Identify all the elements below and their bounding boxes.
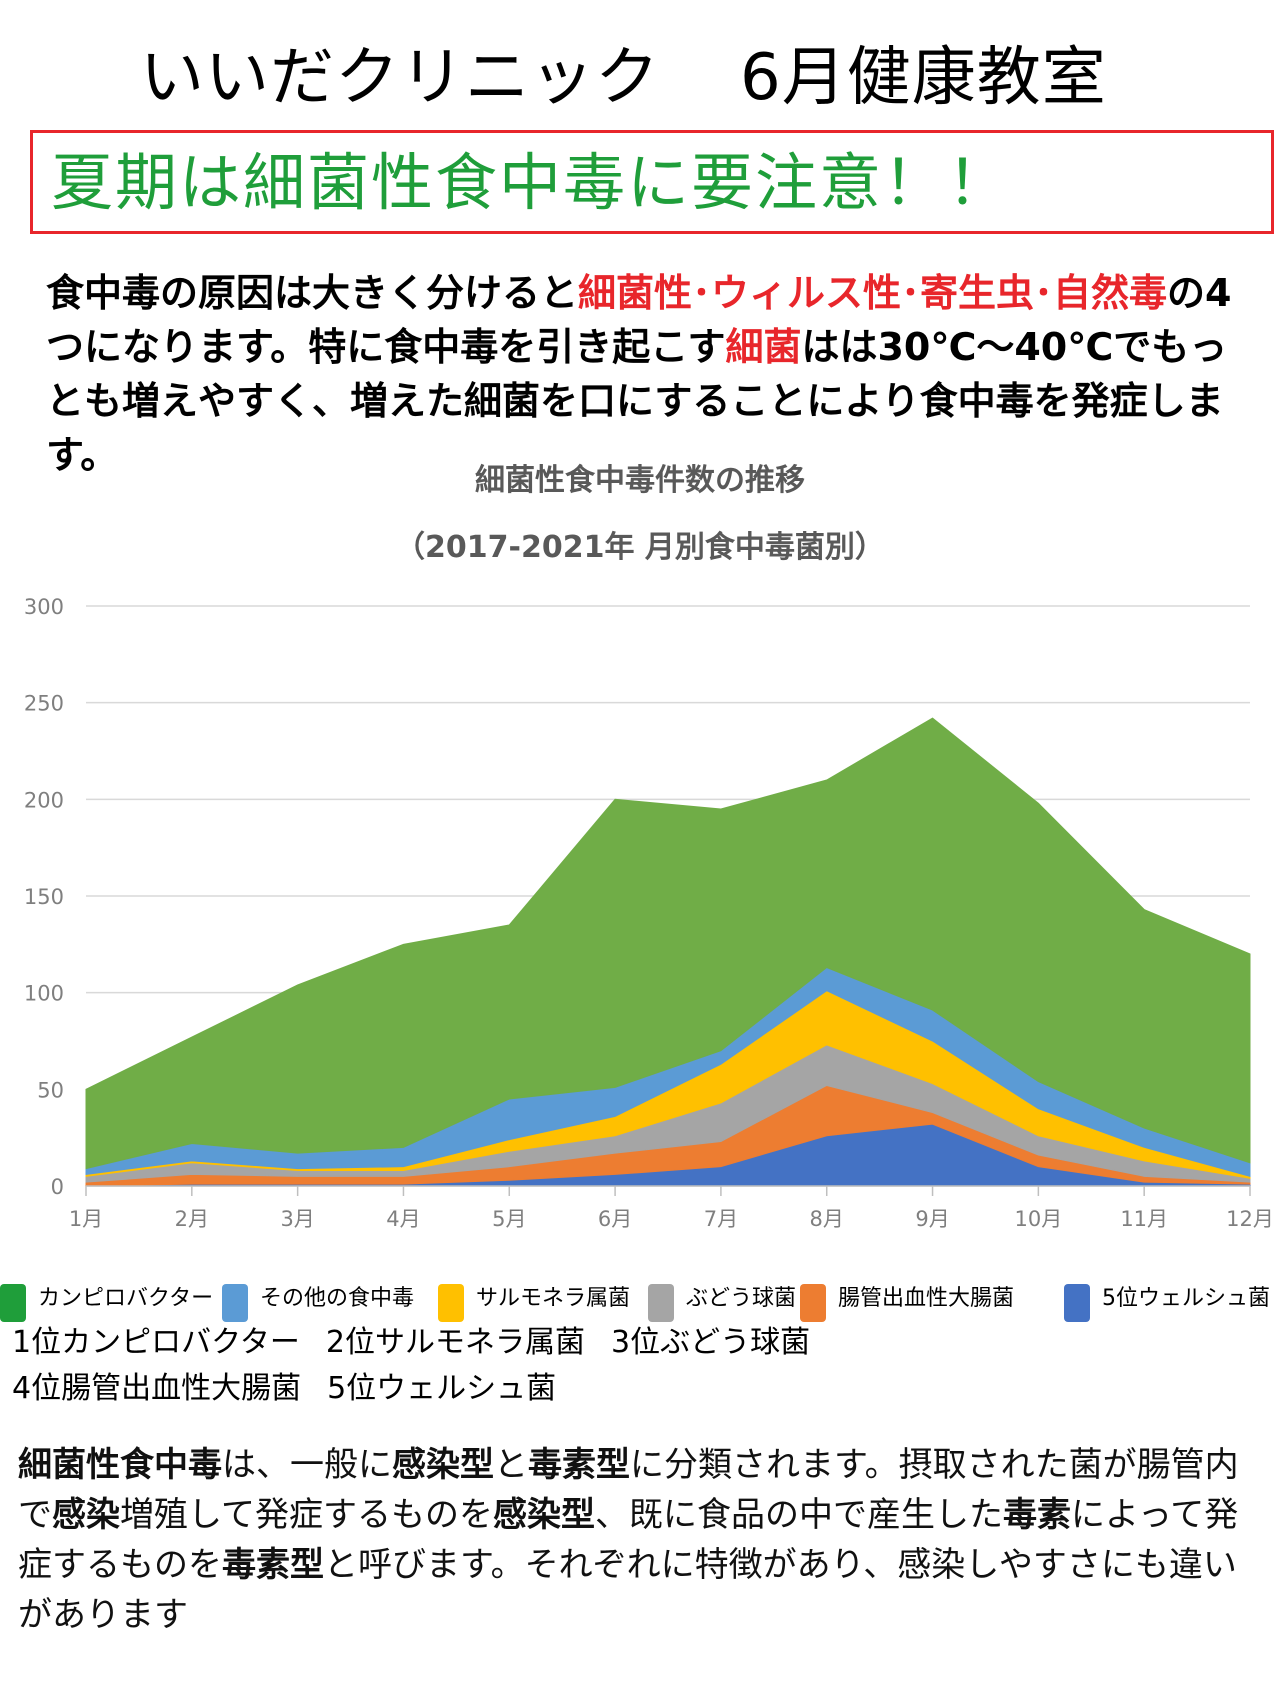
intro-paragraph: 食中毒の原因は大きく分けると細菌性･ウィルス性･寄生虫･自然毒の4つになります。… [46,266,1246,482]
intro-text-1: 食中毒の原因は大きく分けると [46,271,579,315]
header-title: いいだクリニック 6月健康教室 [140,38,1180,118]
legend-label: 腸管出血性大腸菌 [838,1286,1015,1311]
chart-legend: カンピロバクター その他の食中毒 サルモネラ属菌 ぶどう球菌 腸管出血性大腸菌 5位ウェル… [0,1278,1280,1324]
y-tick-label: 250 [24,692,64,716]
rank-4: 4位腸管出血性大腸菌 [12,1371,302,1406]
body-term-toxin-type: 毒素型 [222,1545,324,1585]
x-tick-label: 7月 [704,1207,738,1231]
body-text: と呼びます。それぞれに特徴があり、感染しやすさにも違いがあります [18,1545,1237,1635]
x-tick-label: 12月 [1226,1207,1274,1231]
explanation-paragraph: 細菌性食中毒は、一般に感染型と毒素型に分類されます。摂取された菌が腸管内で感染増… [18,1440,1268,1640]
body-term-toxin: 毒素 [1002,1495,1071,1535]
rank-5: 5位ウェルシュ菌 [327,1371,557,1406]
x-tick-label: 10月 [1014,1207,1062,1231]
x-tick-label: 6月 [598,1207,632,1231]
legend-swatch [0,1284,26,1322]
body-term-toxin-type: 毒素型 [528,1445,630,1485]
x-tick-label: 5月 [492,1207,526,1231]
ranking-list: 1位カンピロバクター 2位サルモネラ属菌 3位ぶどう球菌 4位腸管出血性大腸菌 5位ウ… [12,1320,836,1412]
x-tick-label: 9月 [915,1207,949,1231]
banner-text: 夏期は細菌性食中毒に要注意！！ [51,146,1012,219]
body-text: 、既に食品の中で産生した [594,1495,1003,1535]
y-tick-label: 300 [24,595,64,619]
intro-text-2: の4つになります。特に食中毒を引き起こす [46,271,1232,369]
rank-1: 1位カンピロバクター [12,1325,300,1360]
legend-swatch [438,1284,464,1322]
legend-swatch [800,1284,826,1322]
legend-label: その他の食中毒 [260,1286,415,1311]
chart-title: 細菌性食中毒件数の推移 [475,463,805,498]
ranking-row-2: 4位腸管出血性大腸菌 5位ウェルシュ菌 [12,1366,836,1412]
x-tick-label: 4月 [386,1207,420,1231]
area-chart: 0 50 100 150 200 250 300 1月 2月 3月 4月 5月 6月 7月 8月 9月 10月 1… [24,595,1274,1231]
legend-swatch [1064,1284,1090,1322]
intro-highlight-causes: 細菌性･ウィルス性･寄生虫･自然毒 [578,271,1168,315]
legend-swatch [648,1284,674,1322]
intro-text-3: はは30℃～40℃でもっとも増えやすく、増えた細菌を口にすることにより食中毒を発… [46,325,1228,477]
ranking-row-1: 1位カンピロバクター 2位サルモネラ属菌 3位ぶどう球菌 [12,1320,836,1366]
axes: 0 50 100 150 200 250 300 1月 2月 3月 4月 5月 6月 7月 8月 9月 10月 1… [24,595,1274,1231]
y-tick-label: 0 [51,1175,64,1199]
x-tick-label: 11月 [1120,1207,1168,1231]
y-tick-label: 200 [24,788,64,812]
x-tick-label: 8月 [810,1207,844,1231]
y-tick-label: 100 [24,982,64,1006]
rank-2: 2位サルモネラ属菌 [325,1325,585,1360]
legend-swatch [222,1284,248,1322]
body-text: によって発症するものを [18,1495,1239,1585]
legend-label: カンピロバクター [38,1286,214,1311]
area-series-6 [85,717,1251,1170]
body-text: と [494,1445,528,1485]
y-tick-label: 150 [24,885,64,909]
body-term-infection-type: 感染型 [392,1445,494,1485]
chart-subtitle: （2017-2021年 月別食中毒菌別） [395,530,885,565]
warning-banner: 夏期は細菌性食中毒に要注意！！ [30,130,1274,234]
body-term-infection-type: 感染型 [492,1495,595,1535]
rank-3: 3位ぶどう球菌 [610,1325,811,1360]
body-text: に分類されます。摂取された菌が腸管内で [18,1445,1239,1535]
legend-label: 5位ウェルシュ菌 [1102,1286,1270,1311]
event-name: 6月健康教室 [740,41,1107,115]
x-tick-label: 2月 [175,1207,209,1231]
legend-label: サルモネラ属菌 [476,1286,631,1311]
body-term-infection: 感染 [52,1495,120,1535]
intro-highlight-bacteria: 細菌 [725,325,802,369]
body-text: 増殖して発症するものを [120,1495,493,1535]
x-tick-label: 3月 [280,1207,314,1231]
y-tick-label: 50 [37,1078,64,1102]
area-series [85,717,1251,1187]
body-term-bacterial: 細菌性食中毒 [18,1445,222,1485]
clinic-name: いいだクリニック [140,41,660,115]
body-text: は、一般に [222,1445,392,1485]
x-tick-label: 1月 [69,1207,103,1231]
legend-label: ぶどう球菌 [686,1286,797,1311]
